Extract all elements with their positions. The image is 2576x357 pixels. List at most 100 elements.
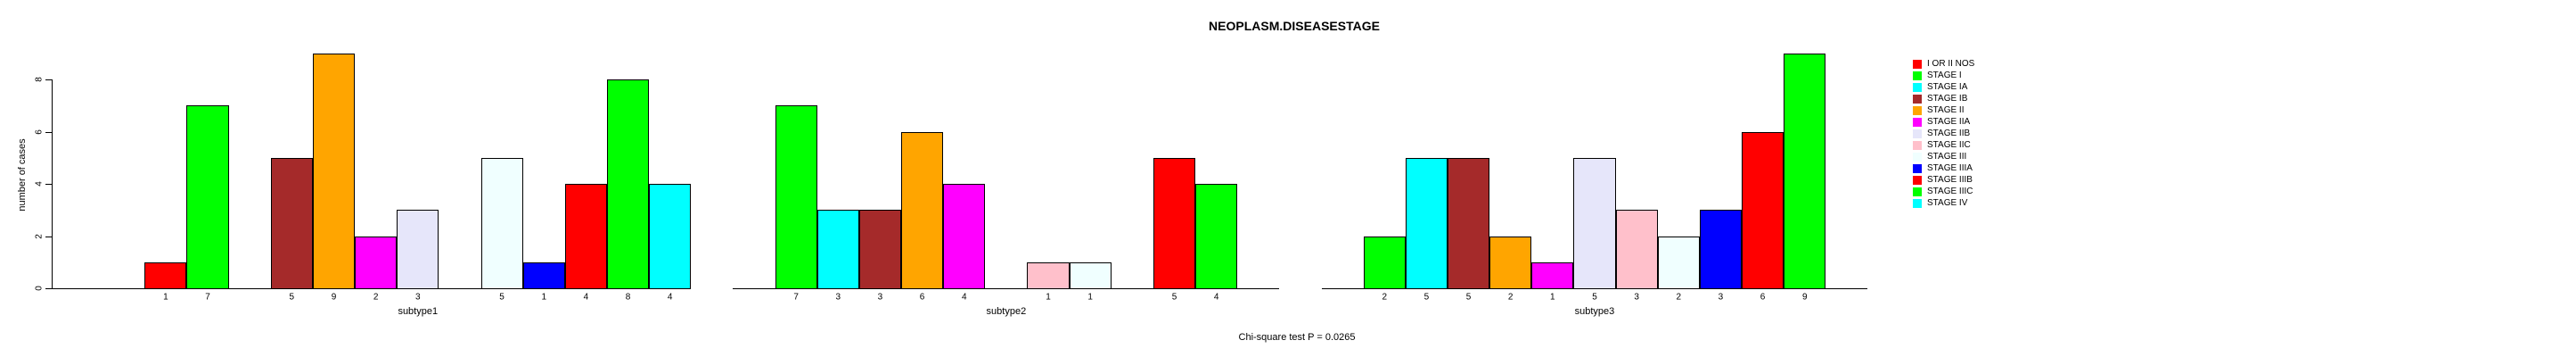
legend-swatch-icon (1913, 129, 1922, 138)
bar-value-label: 5 (289, 292, 295, 303)
bar-value-label: 2 (1507, 292, 1514, 303)
legend-item-label: STAGE I (1927, 71, 1962, 80)
legend-item-label: STAGE II (1927, 105, 1965, 115)
bar-stage-iiic-subtype3 (1784, 53, 1826, 289)
legend-swatch-icon (1913, 94, 1922, 104)
bar-stage-ia-subtype2 (816, 210, 859, 289)
bar-value-label: 9 (331, 292, 337, 303)
bar-value-label: 3 (877, 292, 883, 303)
legend-item-label: STAGE IA (1927, 82, 1968, 92)
legend-item: STAGE IV (1913, 197, 1974, 209)
bar-value-label: 2 (373, 292, 379, 303)
legend-item: I OR II NOS (1913, 58, 1974, 70)
bar-stage-iia-subtype1 (355, 236, 398, 289)
legend-swatch-icon (1913, 175, 1922, 185)
legend-item: STAGE IIC (1913, 139, 1974, 151)
legend-item-label: STAGE IIC (1927, 140, 1971, 150)
bar-value-label: 3 (1634, 292, 1639, 303)
legend-swatch-icon (1913, 163, 1922, 173)
bar-stage-iiib-subtype2 (1153, 157, 1196, 289)
legend-item: STAGE IIA (1913, 116, 1974, 128)
bar-value-label: 5 (1465, 292, 1472, 303)
legend-swatch-icon (1913, 152, 1922, 162)
bar-value-label: 6 (919, 292, 925, 303)
bar-stage-iiia-subtype1 (522, 262, 565, 289)
chart-title: NEOPLASM.DISEASESTAGE (1209, 19, 1380, 33)
bar-value-label: 1 (1550, 292, 1555, 303)
legend-swatch-icon (1913, 117, 1922, 127)
chi-square-annotation: Chi-square test P = 0.0265 (1238, 332, 1356, 343)
legend-swatch-icon (1913, 140, 1922, 150)
y-axis-tick (45, 184, 52, 185)
legend-item-label: I OR II NOS (1927, 59, 1975, 69)
bar-stage-i-subtype1 (186, 105, 229, 289)
bar-stage-iib-subtype3 (1573, 157, 1616, 289)
bar-stage-ii-subtype2 (901, 131, 944, 289)
legend-item-label: STAGE IIIC (1927, 187, 1973, 196)
bar-i-or-ii-nos-subtype1 (144, 262, 187, 289)
legend-item-label: STAGE IIB (1927, 129, 1971, 138)
bar-stage-ib-subtype2 (858, 210, 901, 289)
bar-stage-iii-subtype1 (480, 157, 523, 289)
legend-swatch-icon (1913, 71, 1922, 80)
legend-item: STAGE I (1913, 70, 1974, 81)
bar-value-label: 5 (499, 292, 505, 303)
legend-item-label: STAGE IV (1927, 198, 1968, 208)
legend-item: STAGE II (1913, 104, 1974, 116)
bar-value-label: 8 (625, 292, 631, 303)
bar-stage-iiib-subtype3 (1742, 131, 1784, 289)
bar-value-label: 7 (793, 292, 799, 303)
bar-stage-ib-subtype1 (270, 157, 313, 289)
bar-stage-iiic-subtype2 (1195, 184, 1238, 289)
y-axis-line (52, 79, 53, 289)
bar-value-label: 1 (163, 292, 168, 303)
legend-swatch-icon (1913, 105, 1922, 115)
legend-item: STAGE IIB (1913, 128, 1974, 139)
bar-value-label: 9 (1801, 292, 1808, 303)
y-axis-tick-label: 6 (34, 129, 45, 135)
legend-swatch-icon (1913, 198, 1922, 208)
legend-item: STAGE IA (1913, 81, 1974, 93)
legend-item: STAGE IIIC (1913, 186, 1974, 197)
bar-value-label: 1 (1046, 292, 1051, 303)
legend-item-label: STAGE III (1927, 152, 1967, 162)
legend-item: STAGE IIIB (1913, 174, 1974, 186)
bar-value-label: 6 (1760, 292, 1766, 303)
bar-value-label: 2 (1382, 292, 1387, 303)
bar-stage-i-subtype3 (1363, 236, 1406, 289)
group-label-subtype1: subtype1 (398, 306, 439, 317)
y-axis-tick (45, 131, 52, 133)
y-axis-tick-label: 4 (34, 181, 45, 187)
legend-swatch-icon (1913, 82, 1922, 92)
bar-stage-iia-subtype3 (1531, 262, 1574, 289)
bar-value-label: 5 (1171, 292, 1177, 303)
y-axis-tick-label: 8 (34, 77, 45, 82)
bar-stage-ib-subtype3 (1447, 157, 1490, 289)
legend-item: STAGE IB (1913, 93, 1974, 104)
bar-stage-ii-subtype1 (312, 53, 356, 289)
bar-stage-ia-subtype3 (1405, 157, 1448, 289)
bar-value-label: 3 (835, 292, 841, 303)
y-axis-tick-label: 2 (34, 233, 45, 239)
bar-value-label: 3 (414, 292, 421, 303)
legend-swatch-icon (1913, 59, 1922, 69)
bar-value-label: 1 (541, 292, 546, 303)
bar-value-label: 2 (1676, 292, 1682, 303)
bar-stage-ii-subtype3 (1489, 236, 1532, 289)
bar-stage-iiib-subtype1 (564, 184, 607, 289)
group-label-subtype2: subtype2 (986, 306, 1027, 317)
bar-stage-iii-subtype2 (1069, 262, 1112, 289)
legend-item-label: STAGE IIA (1927, 117, 1971, 127)
bar-value-label: 1 (1087, 292, 1093, 303)
bar-value-label: 4 (1213, 292, 1219, 303)
legend-swatch-icon (1913, 187, 1922, 196)
bar-stage-i-subtype2 (775, 105, 817, 289)
bar-stage-iiic-subtype1 (606, 79, 650, 289)
bar-stage-iib-subtype1 (397, 210, 439, 289)
bar-stage-iia-subtype2 (943, 184, 986, 289)
bar-value-label: 3 (1718, 292, 1724, 303)
legend-item-label: STAGE IIIB (1927, 175, 1973, 185)
bar-stage-iii-subtype3 (1657, 236, 1700, 289)
bar-value-label: 5 (1592, 292, 1597, 303)
